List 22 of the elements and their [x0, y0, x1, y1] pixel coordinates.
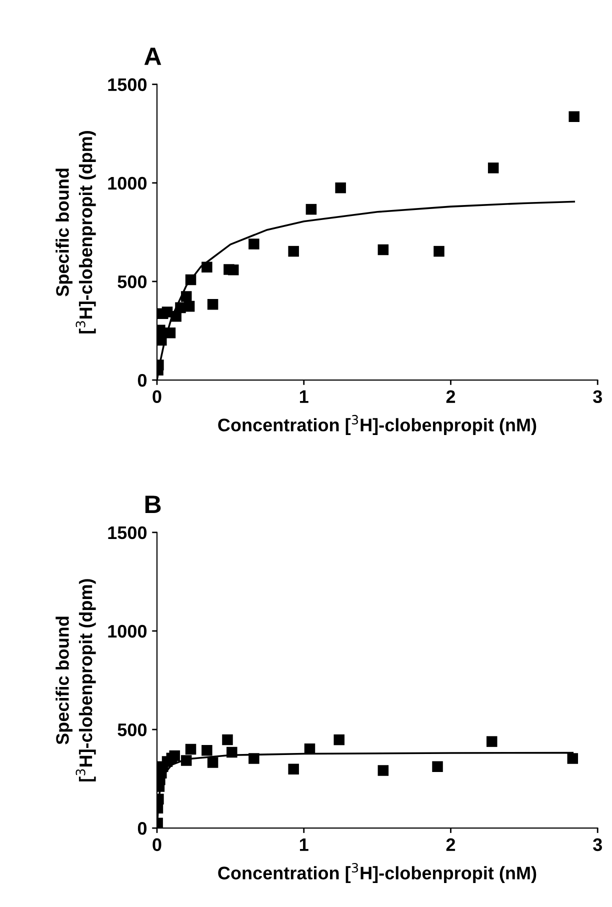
y-tick-label: 0	[138, 374, 147, 387]
text: Specific bound [$^{3}$H]-clobenpropit (dpm)	[56, 131, 96, 334]
y-tick-label: 1000	[108, 624, 147, 638]
x-tick-label: 2	[446, 390, 456, 403]
x-tick-label: 1	[300, 390, 308, 403]
y-tick-label: 500	[118, 275, 147, 288]
y-tick-label: 1500	[108, 526, 147, 540]
x-tick-label: 0	[152, 838, 162, 852]
y-tick-label: 1000	[108, 176, 147, 190]
x-tick-label: 2	[446, 838, 456, 851]
x-axis-title: Concentration [$^{3}$H]-clobenpropit (nM)	[218, 414, 536, 435]
text: Specific bound [$^{3}$H]-clobenpropit (dpm)	[56, 579, 96, 782]
x-axis-title: Concentration [$^{3}$H]-clobenpropit (nM)	[218, 862, 536, 884]
y-tick-label: 500	[118, 723, 147, 736]
y-tick-label: 0	[138, 822, 147, 835]
x-tick-label: 0	[152, 390, 162, 404]
x-tick-label: 1	[300, 838, 308, 851]
x-tick-label: 3	[593, 838, 602, 852]
y-tick-label: 1500	[108, 78, 147, 92]
chart-title: A	[144, 48, 162, 65]
x-tick-label: 3	[593, 390, 602, 404]
chart-title: B	[145, 496, 161, 513]
